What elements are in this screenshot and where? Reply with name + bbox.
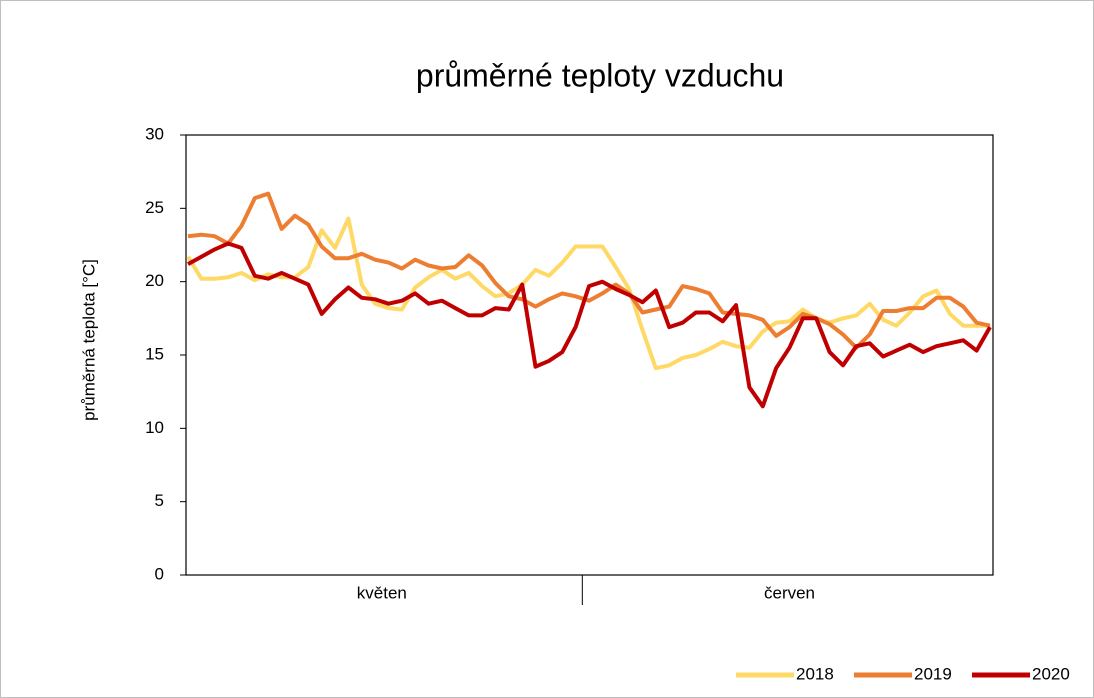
legend-label: 2018 [796,664,834,683]
series-line [186,216,990,371]
y-tick-label: 0 [155,564,164,583]
y-tick-label: 30 [145,124,164,143]
y-axis-label: průměrná teplota [°C] [79,259,98,421]
y-tick-label: 25 [145,198,164,217]
y-tick-label: 10 [145,418,164,437]
y-tick-label: 5 [155,491,164,510]
y-tick-label: 20 [145,271,164,290]
legend-label: 2019 [914,664,952,683]
legend-label: 2020 [1032,664,1070,683]
series-line [187,241,992,409]
chart-title: průměrné teploty vzduchu [416,57,784,93]
y-tick-label: 15 [145,344,164,363]
x-tick-label: květen [357,583,407,602]
x-tick-label: červen [764,583,815,602]
